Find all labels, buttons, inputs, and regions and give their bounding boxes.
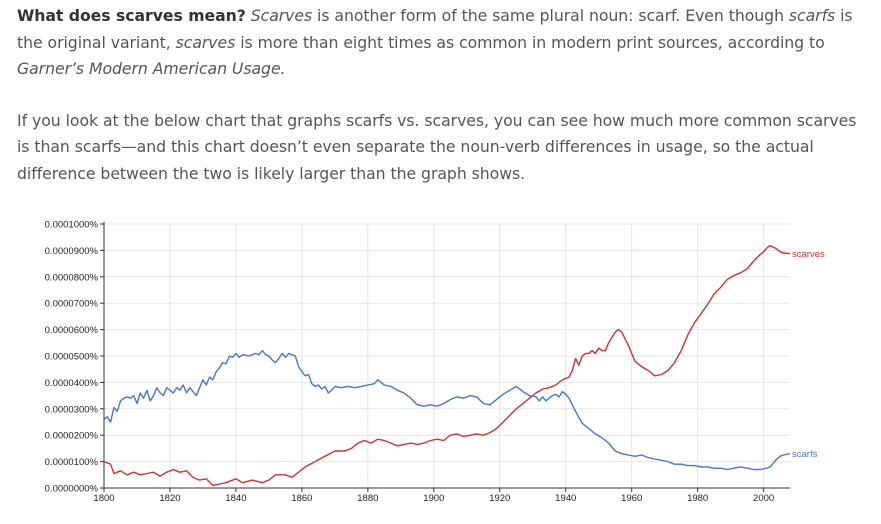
series-label-scarves: scarves	[792, 249, 825, 260]
x-tick-label: 1900	[423, 493, 444, 504]
paragraph-chart-intro: If you look at the below chart that grap…	[17, 110, 857, 183]
x-tick-label: 1820	[159, 493, 180, 504]
x-tick-label: 1940	[555, 493, 576, 504]
y-tick-label: 0.0001000%	[45, 220, 99, 231]
chart-axes: 0.0000000% 0.0000100% 0.0000200% 0.0000300%…	[45, 220, 790, 504]
y-tick-label: 0.0000700%	[45, 299, 99, 310]
y-tick-label: 0.0000200%	[45, 431, 99, 442]
y-tick-label: 0.0000300%	[45, 404, 99, 415]
chart-grid	[104, 223, 790, 488]
x-tick-label: 1980	[687, 493, 708, 504]
y-tick-label: 0.0000600%	[45, 325, 99, 336]
chart-series	[103, 244, 791, 487]
series-label-scarfs: scarfs	[792, 449, 818, 460]
x-tick-label: 1860	[291, 493, 312, 504]
ngram-chart-svg: 0.0000000% 0.0000100% 0.0000200% 0.0000300%…	[45, 220, 825, 505]
term-scarfs: scarfs	[788, 6, 836, 25]
paragraph-text: is the original variant,	[17, 6, 853, 52]
x-tick-label: 1840	[225, 493, 246, 504]
y-tick-label: 0.0000500%	[45, 352, 99, 363]
x-tick-label: 1880	[357, 493, 378, 504]
ngram-chart: 0.0000000% 0.0000100% 0.0000200% 0.0000300%…	[0, 205, 881, 524]
term-scarves: Scarves	[250, 6, 313, 25]
x-tick-label: 1800	[93, 493, 114, 504]
y-tick-label: 0.0000900%	[45, 246, 99, 257]
y-tick-label: 0.0000000%	[45, 484, 99, 495]
source-citation: Garner’s Modern American Usage.	[17, 59, 286, 78]
paragraph-text: is another form of the same plural noun:…	[312, 6, 789, 25]
y-tick-label: 0.0000100%	[45, 457, 99, 468]
paragraph-definition: What does scarves mean? Scarves is anoth…	[17, 3, 867, 83]
paragraph-text: is more than eight times as common in mo…	[235, 32, 825, 52]
series-line-scarfs	[103, 350, 791, 471]
y-tick-label: 0.0000800%	[45, 272, 99, 283]
series-line-scarves	[103, 244, 791, 487]
x-tick-label: 2000	[753, 493, 774, 504]
term-scarves: scarves	[175, 32, 236, 52]
x-tick-label: 1920	[489, 493, 510, 504]
x-tick-label: 1960	[621, 493, 642, 504]
chart-series-labels: scarves scarfs	[792, 249, 825, 460]
article-body: What does scarves mean? Scarves is anoth…	[17, 3, 867, 187]
definition-question: What does scarves mean?	[17, 6, 246, 25]
y-tick-label: 0.0000400%	[45, 378, 99, 389]
